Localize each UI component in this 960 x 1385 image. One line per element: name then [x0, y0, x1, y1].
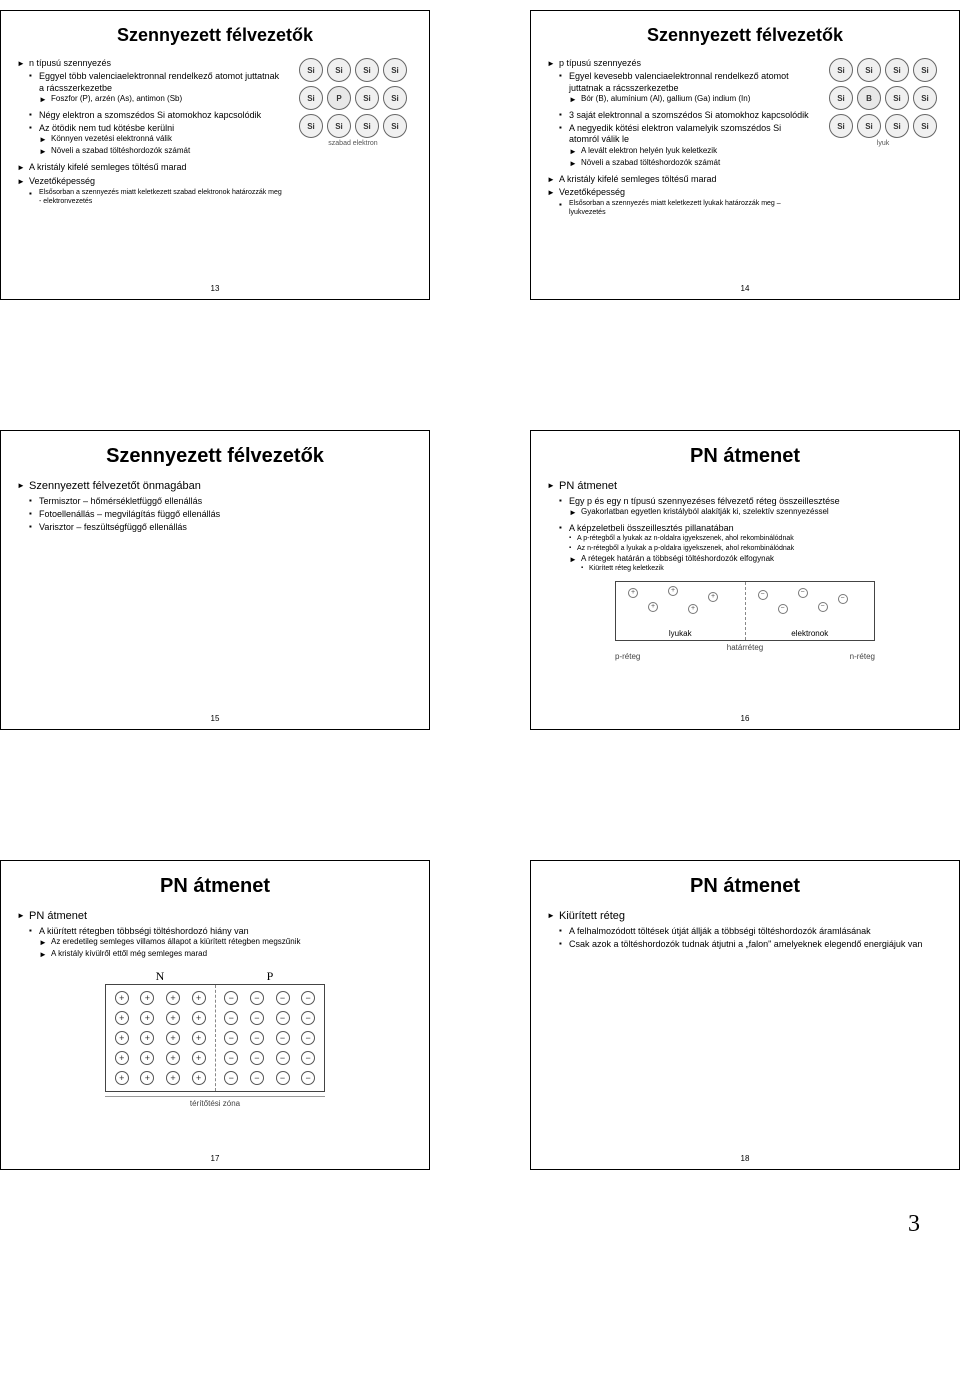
label-n: n-réteg — [850, 652, 875, 661]
slide-number: 13 — [211, 284, 220, 293]
sub-bullet: Elsősorban a szennyezés miatt keletkezet… — [29, 189, 283, 207]
label-left: lyukak — [669, 629, 692, 638]
sub-bullet: Az ötödik nem tud kötésbe kerülni Könnye… — [29, 123, 283, 156]
sub-bullet: A felhalmozódott töltések útját állják a… — [559, 926, 943, 937]
slide-title: PN átmenet — [547, 875, 943, 898]
slide-title: Szennyezett félvezetők — [547, 25, 943, 46]
slide-title: PN átmenet — [17, 875, 413, 898]
bullet: PN átmenet A kiürített rétegben többségi… — [17, 910, 413, 959]
sub-sub: A levált elektron helyén lyuk keletkezik — [569, 146, 813, 156]
sub-sub: Az eredetileg semleges villamos állapot … — [39, 937, 413, 947]
lattice-diagram-p: SiSiSiSi SiBSiSi SiSiSiSi lyuk — [823, 58, 943, 224]
slide-17: PN átmenet PN átmenet A kiürített rétegb… — [0, 860, 430, 1170]
slide-18: PN átmenet Kiürített réteg A felhalmozód… — [530, 860, 960, 1170]
sub-sub: Növeli a szabad töltéshordozók számát — [39, 146, 283, 156]
sub-bullet: 3 saját elektronnal a szomszédos Si atom… — [559, 110, 813, 121]
bullet: PN átmenet Egy p és egy n típusú szennye… — [547, 480, 943, 573]
sub-sub: Kiürített réteg keletkezik — [581, 565, 943, 573]
slide-number: 16 — [741, 714, 750, 723]
bullet: n típusú szennyezés Eggyel több valencia… — [17, 58, 283, 156]
bullet: A kristály kifelé semleges töltésű marad — [17, 162, 283, 173]
sub-bullet: Eggyel több valenciaelektronnal rendelke… — [29, 71, 283, 104]
sub-bullet: A képzeletbeli összeillesztés pillanatáb… — [559, 523, 943, 573]
bullet: p típusú szennyezés Egyel kevesebb valen… — [547, 58, 813, 168]
bullet: A kristály kifelé semleges töltésű marad — [547, 174, 813, 185]
slide-number: 15 — [211, 714, 220, 723]
sub-bullet: Varisztor – feszültségfüggő ellenállás — [29, 522, 413, 533]
slide-number: 14 — [741, 284, 750, 293]
slide-16: PN átmenet PN átmenet Egy p és egy n típ… — [530, 430, 960, 730]
label-P: P — [215, 969, 325, 984]
diagram-label: szabad elektron — [293, 140, 413, 147]
sub-bullet: Elsősorban a szennyezés miatt keletkezet… — [559, 200, 813, 218]
label-bottom: térítőtési zóna — [105, 1096, 325, 1108]
bullet: Vezetőképesség Elsősorban a szennyezés m… — [17, 176, 283, 207]
sub-sub: Könnyen vezetési elektronná válik — [39, 134, 283, 144]
bullet: Vezetőképesség Elsősorban a szennyezés m… — [547, 187, 813, 218]
sub-sub: Az n-rétegből a lyukak a p-oldalra igyek… — [569, 545, 943, 553]
sub-sub: Foszfor (P), arzén (As), antimon (Sb) — [39, 94, 283, 104]
label-right: elektronok — [791, 629, 828, 638]
sub-bullet: A kiürített rétegben többségi töltéshord… — [29, 926, 413, 959]
sub-bullet: Termisztor – hőmérsékletfüggő ellenállás — [29, 496, 413, 507]
sub-sub: A kristály kívülről ettől még semleges m… — [39, 949, 413, 959]
diagram-label: lyuk — [823, 140, 943, 147]
slide-number: 18 — [741, 1154, 750, 1163]
sub-sub: Növeli a szabad töltéshordozók számát — [569, 158, 813, 168]
page-number: 3 — [908, 1211, 920, 1238]
slide-number: 17 — [211, 1154, 220, 1163]
label-N: N — [105, 969, 215, 984]
slide-13: Szennyezett félvezetők n típusú szennyez… — [0, 10, 430, 300]
sub-bullet: Egy p és egy n típusú szennyezéses félve… — [559, 496, 943, 517]
sub-sub: Bór (B), alumínium (Al), gallium (Ga) in… — [569, 94, 813, 104]
label-p: p-réteg — [615, 652, 640, 661]
bullet: Szennyezett félvezetőt önmagában Termisz… — [17, 480, 413, 534]
slide-14: Szennyezett félvezetők p típusú szennyez… — [530, 10, 960, 300]
slide-title: Szennyezett félvezetők — [17, 445, 413, 468]
slide-title: Szennyezett félvezetők — [17, 25, 413, 46]
np-charge-diagram: N P ++++ ++++ ++++ ++++ ++++ −−−− −−−− −… — [105, 969, 325, 1108]
slide-title: PN átmenet — [547, 445, 943, 468]
slide-15: Szennyezett félvezetők Szennyezett félve… — [0, 430, 430, 730]
label-mid: határréteg — [547, 643, 943, 652]
sub-bullet: Csak azok a töltéshordozók tudnak átjutn… — [559, 939, 943, 950]
sub-bullet: Négy elektron a szomszédos Si atomokhoz … — [29, 110, 283, 121]
lattice-diagram-n: SiSiSiSi SiPSiSi SiSiSiSi szabad elektro… — [293, 58, 413, 212]
sub-sub: A rétegek határán a többségi töltéshordo… — [569, 554, 943, 573]
sub-bullet: Egyel kevesebb valenciaelektronnal rende… — [559, 71, 813, 104]
sub-sub: A p-rétegből a lyukak az n-oldalra igyek… — [569, 535, 943, 543]
sub-bullet: A negyedik kötési elektron valamelyik sz… — [559, 123, 813, 168]
bullet: Kiürített réteg A felhalmozódott töltése… — [547, 910, 943, 950]
sub-bullet: Fotoellenállás – megvilágítás függő elle… — [29, 509, 413, 520]
pn-bar-diagram: ++ ++ + lyukak −− −− − elektronok — [615, 581, 875, 641]
sub-sub: Gyakorlatban egyetlen kristályból alakít… — [569, 507, 943, 517]
